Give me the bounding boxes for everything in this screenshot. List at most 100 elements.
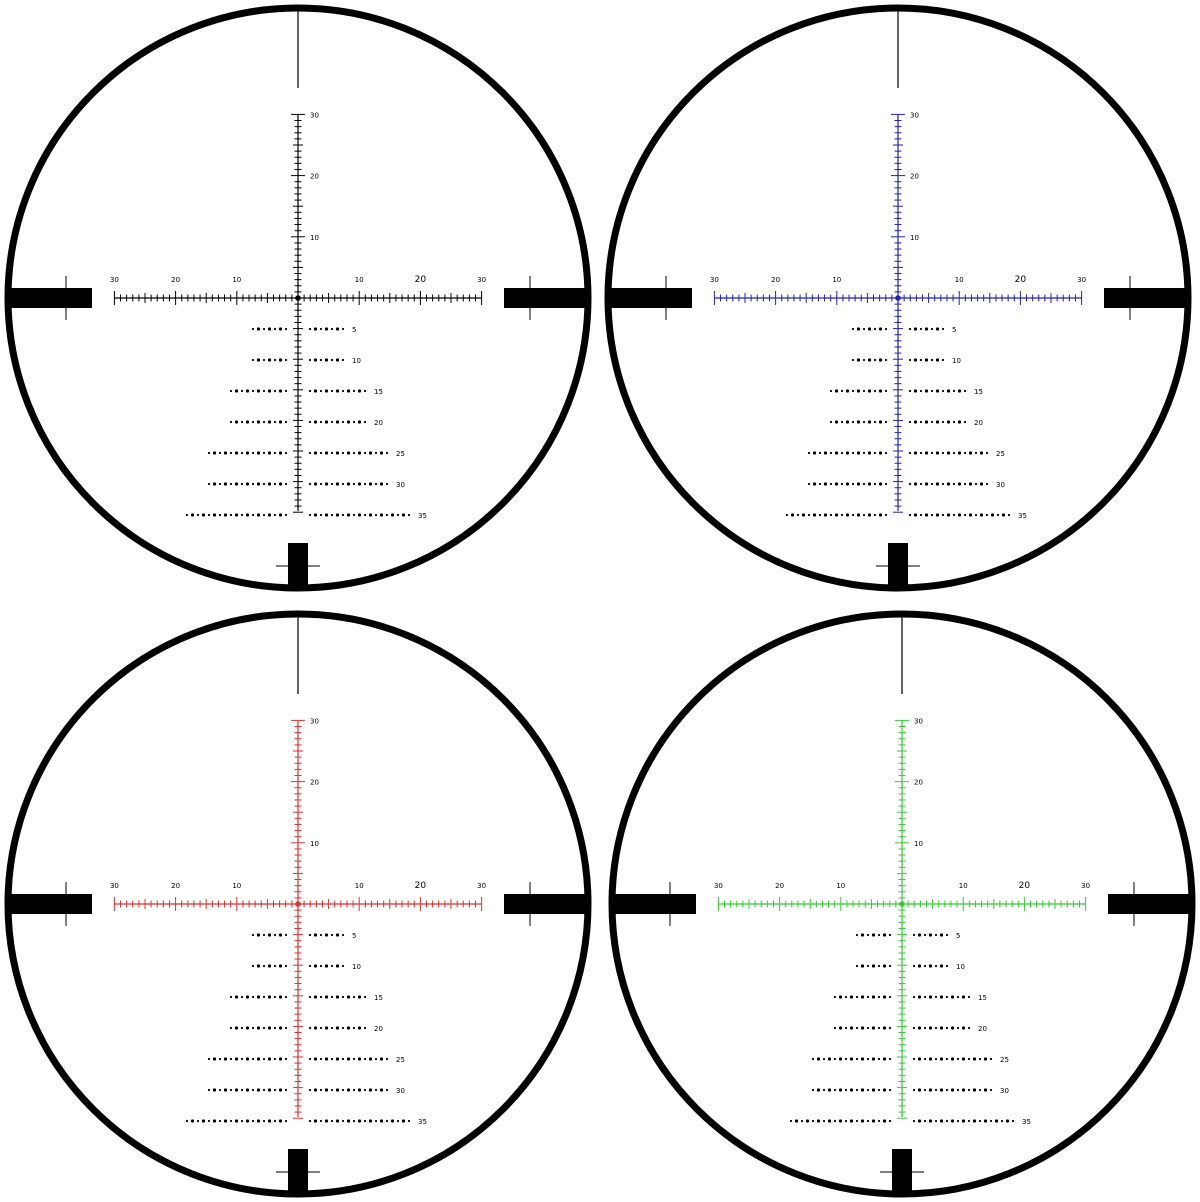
holdover-dot [251,1026,255,1030]
holdover-dot [267,358,272,362]
holdover-row-label: 5 [352,326,356,334]
holdover-dot [919,327,923,331]
holdover-dot [357,451,362,455]
holdover-dot [941,358,945,362]
holdover-dot [374,482,378,486]
holdover-dot [934,1119,938,1123]
holdover-dot [924,513,929,517]
holdover-row-label: 5 [352,932,356,940]
holdover-dot [335,358,340,362]
holdover-dot [957,451,962,455]
holdover-dot [262,482,266,486]
holdover-dot [273,1057,277,1061]
holdover-dot [935,482,940,486]
holdover-dot [878,451,883,455]
holdover-dot [278,389,283,393]
holdover-dot [972,1088,977,1092]
holdover-dot [218,1119,222,1123]
holdover-dot [928,1026,933,1030]
holdover-dot [884,358,888,362]
holdover-dot [341,1057,345,1061]
holdover-dot [341,482,345,486]
holdover-dot [245,389,250,393]
holdover-dot [967,1057,971,1061]
holdover-dot [324,1119,329,1123]
holdover-dot [313,420,318,424]
horizontal-scale-label: 20 [171,882,180,890]
holdover-dot [945,964,949,968]
holdover-dot [801,513,806,517]
holdover-dot [878,327,883,331]
holdover-dot [978,1088,982,1092]
holdover-dot [330,482,334,486]
holdover-dot [278,1088,283,1092]
holdover-dot [871,1119,876,1123]
holdover-dot [234,1088,239,1092]
holdover-dot [341,358,345,362]
holdover-dot [924,451,929,455]
holdover-dot [934,995,938,999]
holdover-dot [223,482,228,486]
holdover-dot [994,1119,999,1123]
holdover-dot [278,358,283,362]
holdover-dot [251,513,255,517]
holdover-dot [844,995,848,999]
holdover-dot [950,1026,955,1030]
holdover-dot [335,1057,340,1061]
holdover-dot [240,1119,244,1123]
horizontal-scale-label: 30 [110,882,119,890]
right-post [504,288,588,308]
vertical-scale-label: 30 [310,717,319,725]
holdover-dot [912,995,916,999]
holdover-dot [273,420,277,424]
holdover-dot [957,389,962,393]
holdover-dot [346,451,351,455]
horizontal-scale-label: 20 [415,275,427,285]
horizontal-scale-label: 20 [1019,881,1031,891]
holdover-dot [866,933,870,937]
holdover-dot [871,1088,876,1092]
holdover-dot [923,1088,927,1092]
holdover-dot [234,995,239,999]
horizontal-scale-label: 20 [171,276,180,284]
holdover-dot [390,513,395,517]
holdover-dot [229,1088,233,1092]
holdover-dot [862,327,866,331]
holdover-dot [262,964,266,968]
holdover-dot [941,327,945,331]
vertical-scale-label: 20 [310,173,319,181]
holdover-dot [856,327,861,331]
holdover-dot [917,1119,922,1123]
holdover-dot [956,1088,960,1092]
holdover-dot [245,1026,250,1030]
holdover-dot [401,513,406,517]
holdover-dot [324,964,329,968]
holdover-dot [352,1057,356,1061]
holdover-dot [917,964,922,968]
holdover-row-label: 20 [374,1025,383,1033]
holdover-dot [251,1088,255,1092]
holdover-dot [308,420,312,424]
holdover-dot [341,964,345,968]
holdover-dot [823,513,828,517]
holdover-dot [913,327,918,331]
holdover-dot [877,964,881,968]
holdover-dot [939,995,944,999]
holdover-dot [363,1119,367,1123]
holdover-row-label: 10 [352,357,361,365]
horizontal-scale-label: 20 [415,881,427,891]
left-post [8,894,92,914]
holdover-dot [341,420,345,424]
holdover-dot [256,1119,261,1123]
holdover-dot [357,513,362,517]
holdover-dot [251,482,255,486]
horizontal-scale-label: 10 [355,882,364,890]
holdover-dot [833,1026,837,1030]
holdover-dot [313,1026,318,1030]
holdover-dot [313,327,318,331]
holdover-dot [185,1119,189,1123]
holdover-dot [805,1119,810,1123]
holdover-dot [308,358,312,362]
holdover-dot [251,964,255,968]
holdover-dot [939,1088,944,1092]
